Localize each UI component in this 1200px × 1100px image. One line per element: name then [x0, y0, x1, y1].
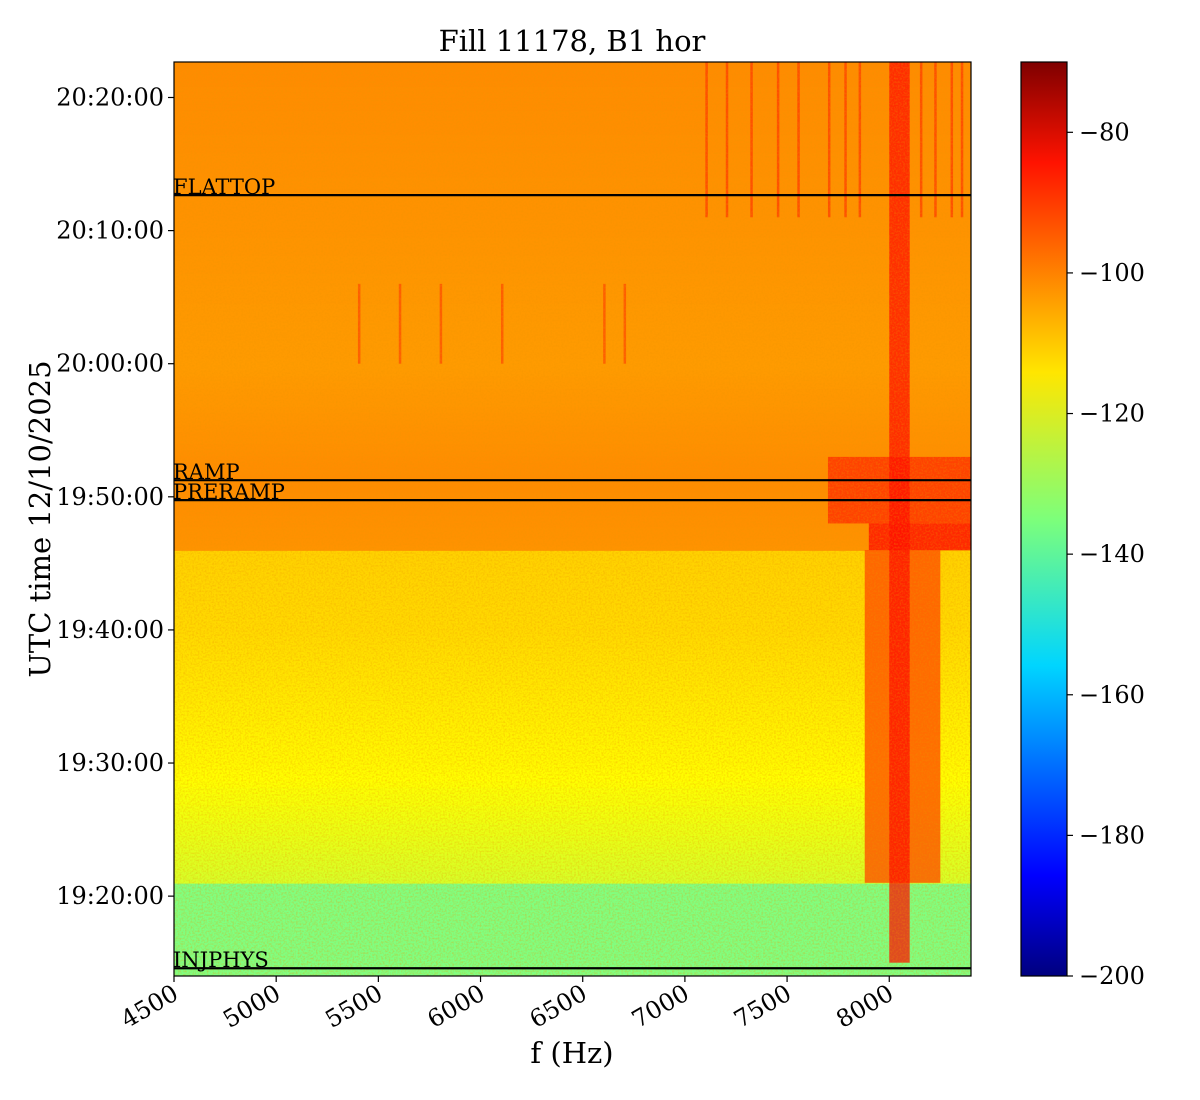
colorbar-tick-label: −100 — [1079, 259, 1145, 287]
plot-frame — [173, 61, 972, 977]
colorbar — [1020, 61, 1068, 977]
colorbar-tick-label: −200 — [1079, 962, 1145, 990]
y-tick-label: 19:30:00 — [56, 749, 164, 777]
x-tick-label: 7000 — [627, 979, 694, 1034]
x-tick-label: 7500 — [729, 979, 796, 1034]
colorbar-tick-label: −160 — [1079, 681, 1145, 709]
phase-label: PRERAMP — [173, 480, 285, 504]
noise-texture — [174, 62, 971, 976]
y-tick-label: 20:00:00 — [56, 350, 164, 378]
colorbar-tick-label: −80 — [1079, 118, 1130, 146]
x-tick-label: 8000 — [831, 979, 898, 1034]
phase-label: FLATTOP — [173, 175, 275, 199]
plot-area — [174, 62, 971, 976]
y-axis: 19:20:00 19:30:00 19:40:00 19:50:00 20:00:00… — [56, 83, 174, 910]
x-tick-label: 5500 — [320, 979, 387, 1034]
colorbar-tick-label: −140 — [1079, 540, 1145, 568]
x-tick-label: 6000 — [423, 979, 490, 1034]
y-tick-label: 19:40:00 — [56, 616, 164, 644]
y-axis-label: UTC time 12/10/2025 — [23, 360, 57, 677]
y-tick-label: 19:50:00 — [56, 483, 164, 511]
x-tick-label: 4500 — [116, 979, 183, 1034]
x-tick-label: 6500 — [525, 979, 592, 1034]
phase-label: RAMP — [173, 460, 240, 484]
phase-label: INJPHYS — [173, 948, 269, 972]
x-axis: 4500 5000 5500 6000 6500 7000 7500 8000 — [116, 976, 898, 1034]
y-tick-label: 20:10:00 — [56, 217, 164, 245]
chart-title: Fill 11178, B1 hor — [439, 24, 706, 58]
x-axis-label: f (Hz) — [530, 1036, 613, 1070]
y-tick-label: 20:20:00 — [56, 83, 164, 111]
colorbar-tick-label: −120 — [1079, 400, 1145, 428]
x-tick-label: 5000 — [218, 979, 285, 1034]
colorbar-axis: −80 −100 −120 −140 −160 −180 −200 — [1067, 118, 1145, 990]
colorbar-tick-label: −180 — [1079, 821, 1145, 849]
y-tick-label: 19:20:00 — [56, 882, 164, 910]
